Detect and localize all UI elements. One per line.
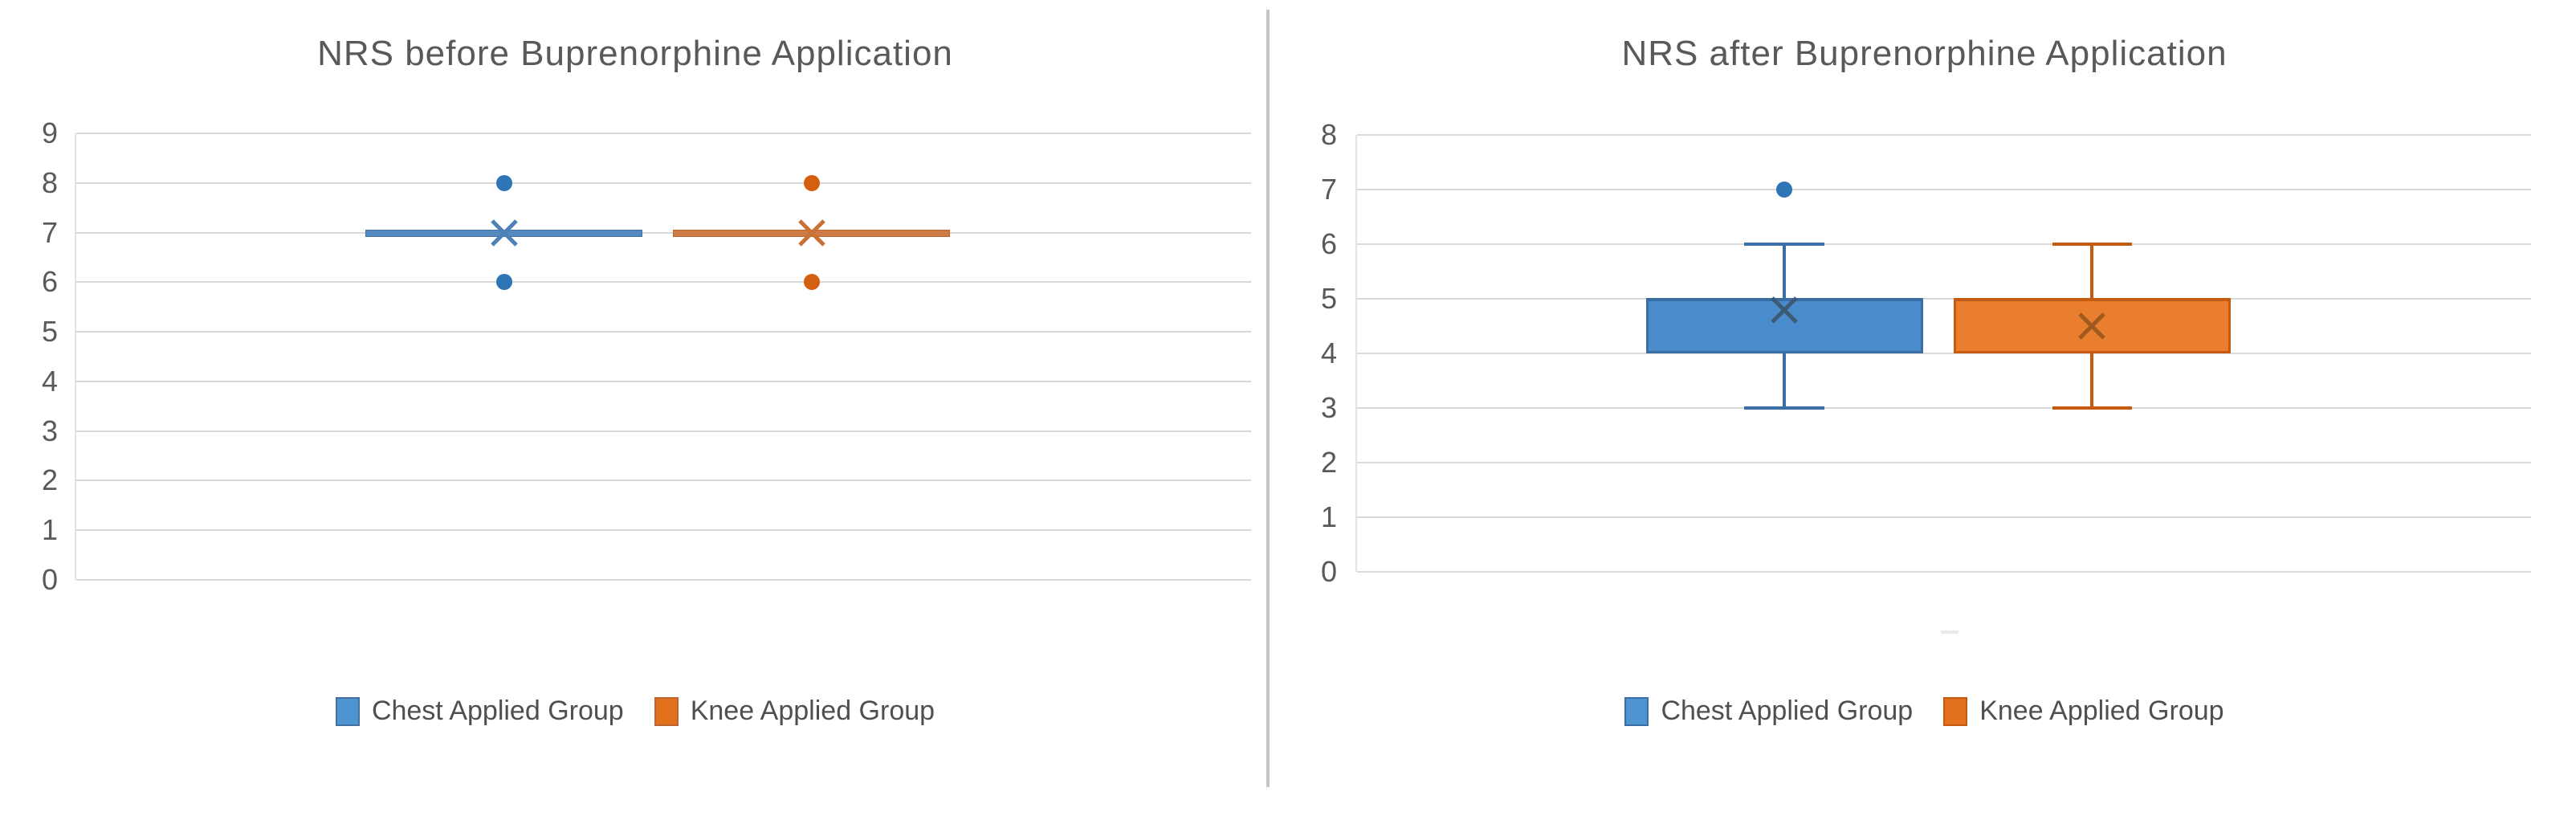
y-axis-tick-label: 1: [41, 513, 58, 547]
gridline: [76, 182, 1251, 184]
lower-whisker-chest-applied-group: [1783, 353, 1787, 408]
legend-item-chest-applied-group: Chest Applied Group: [1624, 696, 1913, 727]
gridline: [1357, 189, 2531, 190]
gridline: [1357, 134, 2531, 136]
legend-swatch-chest-applied-group: [335, 696, 360, 726]
legend-swatch-chest-applied-group: [1624, 696, 1649, 726]
gridline: [1357, 298, 2531, 300]
median-line-knee-applied-group: [1953, 298, 2231, 301]
y-axis-tick-label: 0: [41, 563, 58, 596]
chart-after-application: NRS after Buprenorphine Application 8 7 6 5…: [1273, 0, 2576, 816]
gridline: [76, 579, 1251, 581]
mean-x-marker-knee-applied-group: [793, 214, 831, 256]
y-axis-tick-label: 9: [41, 116, 58, 149]
y-axis-tick-label: 6: [1320, 227, 1337, 260]
y-axis-tick-label: 5: [1320, 282, 1337, 315]
y-axis-tick-label: 7: [1320, 173, 1337, 206]
gridline: [76, 331, 1251, 333]
y-axis-tick-label: 3: [1320, 391, 1337, 424]
gridline: [1357, 571, 2531, 573]
y-axis-tick-label: 1: [1320, 500, 1337, 533]
gridline: [76, 133, 1251, 134]
mean-x-marker-chest-applied-group: [485, 214, 524, 256]
lower-whisker-cap-knee-applied-group: [2052, 406, 2132, 410]
y-axis-tick-label: 3: [41, 414, 58, 447]
lower-whisker-knee-applied-group: [2090, 353, 2094, 408]
plot-area: [1355, 134, 2531, 573]
legend-item-knee-applied-group: Knee Applied Group: [654, 696, 935, 727]
gridline: [1357, 516, 2531, 518]
gridline: [1357, 407, 2531, 409]
outlier-dot-chest-applied-group: [495, 274, 512, 291]
outlier-dot-chest-applied-group: [495, 174, 512, 191]
y-axis-tick-label: 4: [41, 364, 58, 398]
legend: Chest Applied Group Knee Applied Group: [1273, 696, 2576, 727]
y-axis-tick-label: 8: [41, 165, 58, 199]
upper-whisker-knee-applied-group: [2090, 244, 2094, 299]
legend-label: Chest Applied Group: [371, 696, 624, 726]
gridline: [76, 380, 1251, 382]
upper-whisker-cap-chest-applied-group: [1744, 243, 1824, 246]
gridline: [76, 479, 1251, 482]
gridline: [76, 430, 1251, 432]
legend-item-knee-applied-group: Knee Applied Group: [1943, 696, 2224, 727]
gridline: [76, 281, 1251, 284]
gridline: [76, 231, 1251, 234]
chart-title: NRS before Buprenorphine Application: [317, 34, 953, 73]
gridline: [1357, 353, 2531, 354]
mean-x-marker-knee-applied-group: [2073, 307, 2111, 349]
chart-title: NRS after Buprenorphine Application: [1621, 34, 2228, 73]
y-axis-tick-label: 2: [1320, 446, 1337, 479]
legend: Chest Applied Group Knee Applied Group: [0, 696, 1270, 727]
upper-whisker-cap-knee-applied-group: [2052, 243, 2132, 246]
category-axis-tick: [1941, 630, 1959, 634]
outlier-dot-chest-applied-group: [1776, 182, 1793, 198]
legend-item-chest-applied-group: Chest Applied Group: [335, 696, 624, 727]
y-axis-tick-label: 5: [41, 315, 58, 349]
lower-whisker-cap-chest-applied-group: [1744, 406, 1824, 410]
gridline: [76, 529, 1251, 532]
y-axis-tick-label: 6: [41, 265, 58, 299]
legend-swatch-knee-applied-group: [654, 696, 679, 726]
panel-divider: [1266, 10, 1270, 787]
legend-label: Knee Applied Group: [1979, 696, 2224, 726]
legend-label: Chest Applied Group: [1661, 696, 1914, 726]
y-axis-tick-label: 4: [1320, 337, 1337, 369]
mean-x-marker-chest-applied-group: [1765, 291, 1804, 333]
plot-area: [75, 133, 1251, 581]
gridline: [1357, 243, 2531, 245]
legend-label: Knee Applied Group: [690, 696, 935, 726]
y-axis-tick-label: 7: [41, 215, 58, 249]
upper-whisker-chest-applied-group: [1783, 244, 1787, 299]
y-axis-tick-label: 8: [1320, 118, 1337, 151]
median-line-chest-applied-group: [1645, 298, 1923, 301]
legend-swatch-knee-applied-group: [1943, 696, 1968, 726]
outlier-dot-knee-applied-group: [803, 174, 820, 191]
y-axis-tick-label: 2: [41, 463, 58, 497]
y-axis-tick-label: 0: [1320, 555, 1337, 588]
gridline: [1357, 462, 2531, 463]
chart-before-application: NRS before Buprenorphine Application 9 8 7…: [0, 0, 1270, 816]
outlier-dot-knee-applied-group: [803, 274, 820, 291]
